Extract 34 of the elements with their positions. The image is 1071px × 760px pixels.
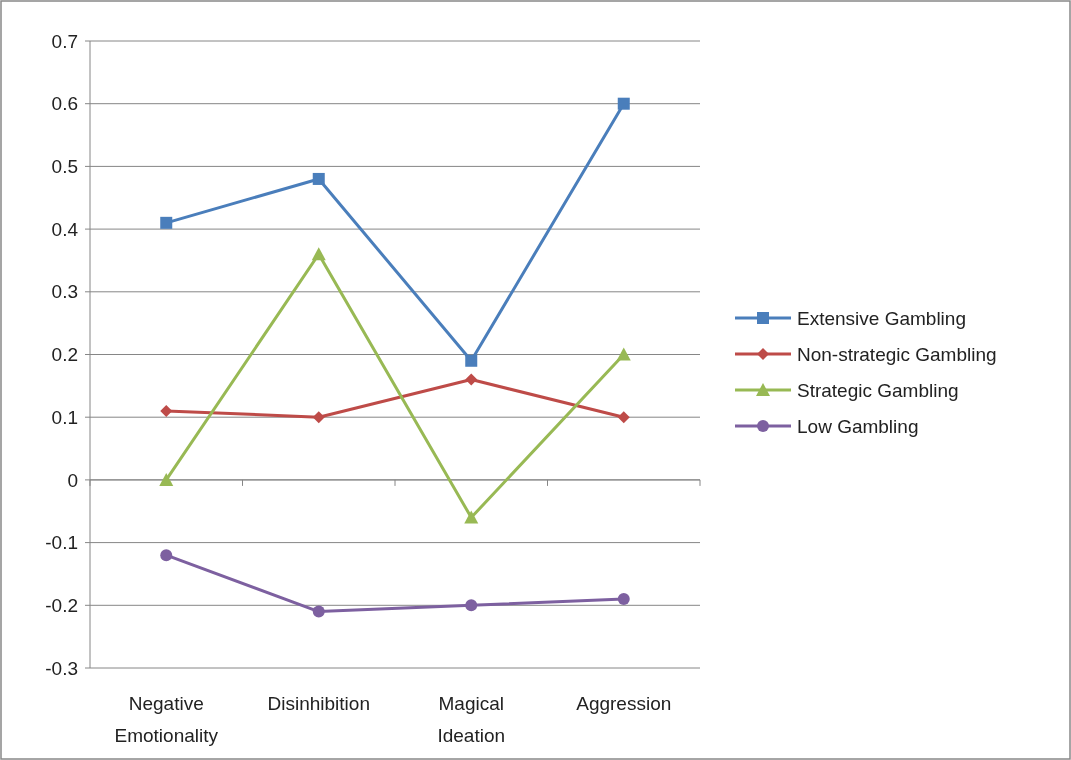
y-tick-label: 0.3 bbox=[51, 281, 78, 303]
point bbox=[160, 549, 173, 562]
point bbox=[465, 354, 478, 367]
point bbox=[159, 472, 174, 486]
y-tick-label: -0.3 bbox=[45, 657, 78, 679]
point bbox=[312, 172, 325, 185]
x-tick-label: Disinhibition bbox=[267, 693, 370, 714]
point bbox=[160, 216, 173, 229]
point bbox=[465, 599, 478, 612]
y-tick-label: 0.6 bbox=[51, 93, 78, 115]
point bbox=[617, 97, 630, 110]
y-tick-label: 0.5 bbox=[51, 156, 78, 178]
point bbox=[617, 411, 630, 424]
legend-label: Strategic Gambling bbox=[797, 379, 959, 401]
x-tick-label: Aggression bbox=[576, 693, 672, 714]
legend-label: Low Gambling bbox=[797, 415, 919, 437]
y-tick-label: -0.1 bbox=[45, 532, 78, 554]
point bbox=[312, 411, 325, 424]
legend-label: Non-strategic Gambling bbox=[797, 343, 997, 365]
y-tick-label: 0.7 bbox=[51, 30, 78, 52]
y-tick-label: 0 bbox=[67, 469, 78, 491]
point bbox=[465, 373, 478, 386]
legend-label: Extensive Gambling bbox=[797, 307, 966, 329]
x-tick-label: Negative Emotionality bbox=[114, 693, 219, 746]
y-tick-label: -0.2 bbox=[45, 594, 78, 616]
y-tick-label: 0.4 bbox=[51, 218, 79, 240]
point bbox=[312, 605, 325, 618]
point bbox=[311, 247, 326, 261]
y-tick-label: 0.1 bbox=[51, 406, 78, 428]
y-tick-label: 0.2 bbox=[51, 344, 78, 366]
point bbox=[617, 593, 630, 606]
point bbox=[464, 510, 479, 524]
x-tick-label: Magical Ideation bbox=[437, 693, 506, 746]
point bbox=[616, 347, 631, 361]
